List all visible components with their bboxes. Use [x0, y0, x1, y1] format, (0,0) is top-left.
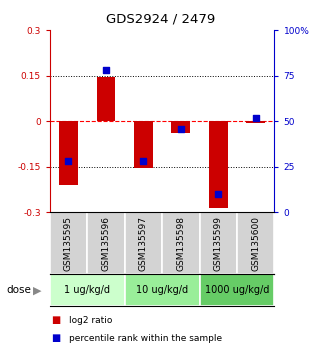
Text: GSM135597: GSM135597 [139, 216, 148, 271]
Text: log2 ratio: log2 ratio [69, 316, 112, 325]
Text: dose: dose [6, 285, 31, 295]
Text: 1 ug/kg/d: 1 ug/kg/d [64, 285, 110, 295]
Bar [87, 212, 125, 274]
Text: GSM135599: GSM135599 [214, 216, 223, 271]
Bar [97, 77, 115, 121]
Text: percentile rank within the sample: percentile rank within the sample [69, 333, 222, 343]
Bar [237, 212, 274, 274]
Text: GSM135596: GSM135596 [101, 216, 110, 271]
Text: ■: ■ [51, 315, 61, 325]
Bar [50, 212, 87, 274]
Bar [162, 212, 200, 274]
Bar [50, 274, 125, 306]
Text: ■: ■ [51, 333, 61, 343]
Text: GSM135595: GSM135595 [64, 216, 73, 271]
Point [253, 115, 258, 120]
Point [66, 159, 71, 164]
Bar [125, 274, 200, 306]
Point [141, 159, 146, 164]
Text: GSM135598: GSM135598 [176, 216, 185, 271]
Bar [171, 121, 190, 133]
Bar [209, 121, 228, 208]
Bar [59, 121, 78, 185]
Text: GDS2924 / 2479: GDS2924 / 2479 [106, 12, 215, 25]
Text: GSM135600: GSM135600 [251, 216, 260, 271]
Point [178, 126, 183, 131]
Bar [134, 121, 153, 169]
Text: ▶: ▶ [33, 285, 41, 295]
Point [103, 67, 108, 73]
Text: 1000 ug/kg/d: 1000 ug/kg/d [205, 285, 269, 295]
Text: 10 ug/kg/d: 10 ug/kg/d [136, 285, 188, 295]
Bar [125, 212, 162, 274]
Bar [247, 121, 265, 123]
Point [216, 192, 221, 197]
Bar [200, 212, 237, 274]
Bar [200, 274, 274, 306]
